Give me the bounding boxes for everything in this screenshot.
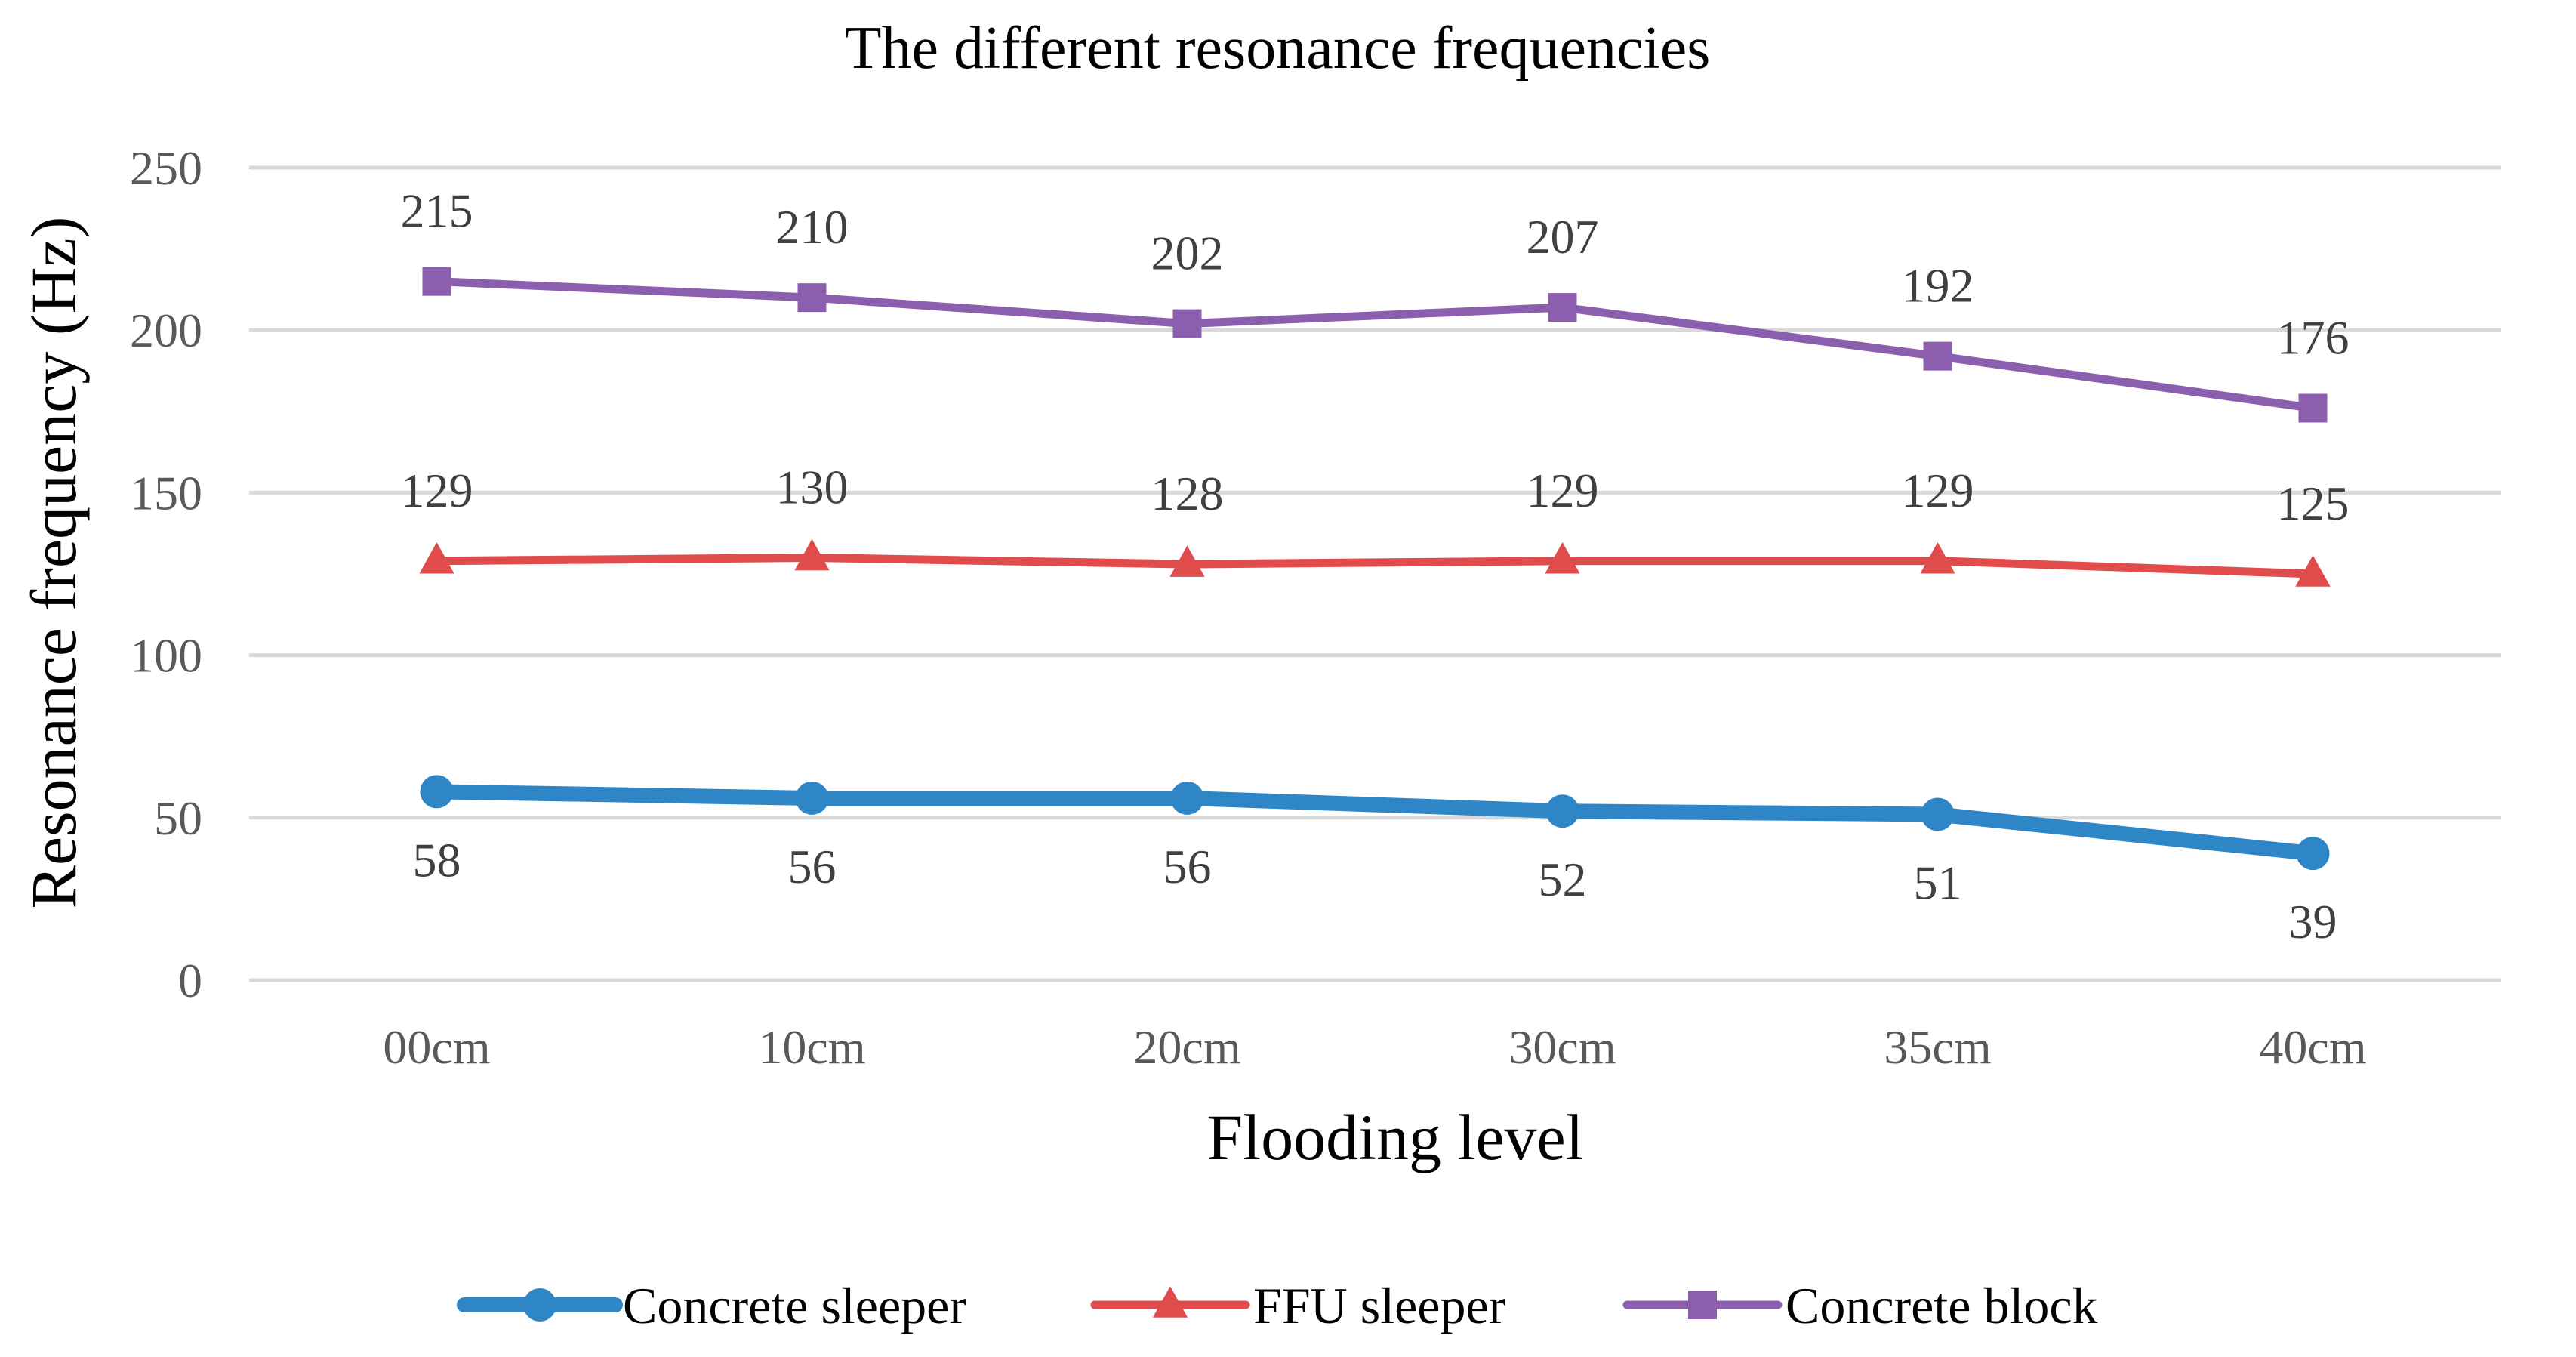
legend-swatch-marker <box>1152 1286 1188 1318</box>
data-point-ffu-sleeper[interactable] <box>419 542 454 574</box>
series-line-concrete-block[interactable] <box>433 277 2317 412</box>
x-tick-label: 35cm <box>1884 1020 1991 1074</box>
data-point-ffu-sleeper[interactable] <box>1545 542 1580 574</box>
series-concrete-sleeper <box>420 775 2330 871</box>
data-label-concrete-sleeper: 58 <box>413 833 461 887</box>
legend-item-concrete-sleeper[interactable]: Concrete sleeper <box>457 1277 966 1334</box>
legend-swatch-marker <box>1688 1291 1717 1319</box>
y-tick-label: 250 <box>130 141 202 195</box>
data-labels: 58 56 56 52 51 39 129 130 128 129 129 125 215 210 202 2… <box>401 184 2350 949</box>
data-point-concrete-block[interactable] <box>797 283 827 313</box>
chart-title: The different resonance frequencies <box>845 15 1711 82</box>
data-point-concrete-block[interactable] <box>422 267 451 296</box>
series-line-ffu-sleeper[interactable] <box>433 553 2317 578</box>
data-label-concrete-sleeper: 56 <box>1163 840 1212 893</box>
legend-swatch-marker <box>523 1288 556 1322</box>
data-point-concrete-block[interactable] <box>1923 341 1952 371</box>
y-tick-label: 150 <box>130 466 202 520</box>
x-tick-label: 00cm <box>383 1020 490 1074</box>
series-ffu-sleeper <box>419 538 2331 587</box>
x-axis-label: Flooding level <box>1206 1101 1583 1173</box>
data-label-concrete-sleeper: 39 <box>2289 895 2337 948</box>
data-label-concrete-block: 176 <box>2277 310 2350 364</box>
gridlines <box>249 165 2501 982</box>
y-tick-label: 0 <box>178 954 202 1007</box>
data-point-ffu-sleeper[interactable] <box>794 538 830 571</box>
data-label-concrete-block: 210 <box>776 200 849 254</box>
data-point-ffu-sleeper[interactable] <box>2295 555 2331 587</box>
data-label-concrete-block: 215 <box>401 184 473 238</box>
data-point-concrete-sleeper[interactable] <box>1921 797 1955 831</box>
data-label-ffu-sleeper: 125 <box>2277 476 2350 530</box>
x-tick-label: 10cm <box>758 1020 865 1074</box>
x-axis-ticks: 00cm 10cm 20cm 30cm 35cm 40cm <box>383 1020 2366 1074</box>
data-label-ffu-sleeper: 129 <box>1527 464 1599 517</box>
series-line-concrete-sleeper[interactable] <box>429 784 2321 862</box>
data-point-concrete-block[interactable] <box>1172 309 1202 338</box>
legend[interactable]: Concrete sleeper FFU sleeper Concrete bloc… <box>457 1277 2098 1334</box>
data-label-ffu-sleeper: 129 <box>1902 464 1974 517</box>
data-point-concrete-sleeper[interactable] <box>1170 781 1204 815</box>
legend-label: Concrete sleeper <box>623 1277 966 1334</box>
y-tick-label: 50 <box>154 791 202 845</box>
y-tick-label: 100 <box>130 629 202 683</box>
data-point-concrete-sleeper[interactable] <box>420 775 454 809</box>
data-label-concrete-block: 192 <box>1902 259 1974 313</box>
data-label-concrete-sleeper: 51 <box>1914 856 1962 909</box>
data-point-concrete-block[interactable] <box>1548 293 1577 322</box>
legend-label: FFU sleeper <box>1253 1277 1506 1334</box>
data-label-concrete-block: 207 <box>1527 210 1599 264</box>
data-label-ffu-sleeper: 129 <box>401 464 473 517</box>
data-point-concrete-block[interactable] <box>2298 393 2328 423</box>
y-tick-label: 200 <box>130 304 202 357</box>
data-point-concrete-sleeper[interactable] <box>1545 794 1579 828</box>
data-point-ffu-sleeper[interactable] <box>1920 542 1955 574</box>
data-point-ffu-sleeper[interactable] <box>1169 545 1205 577</box>
y-axis-ticks: 0 50 100 150 200 250 <box>130 141 202 1007</box>
x-tick-label: 40cm <box>2259 1020 2366 1074</box>
data-label-concrete-block: 202 <box>1151 227 1224 280</box>
data-point-concrete-sleeper[interactable] <box>2296 837 2330 871</box>
legend-item-concrete-block[interactable]: Concrete block <box>1622 1277 2098 1334</box>
y-axis-label: Resonance frequency (Hz) <box>17 217 90 909</box>
data-label-ffu-sleeper: 130 <box>776 460 849 514</box>
series-concrete-block <box>422 267 2328 423</box>
legend-item-ffu-sleeper[interactable]: FFU sleeper <box>1090 1277 1506 1334</box>
x-tick-label: 30cm <box>1508 1020 1616 1074</box>
data-label-concrete-sleeper: 52 <box>1539 853 1587 906</box>
x-tick-label: 20cm <box>1133 1020 1240 1074</box>
data-label-concrete-sleeper: 56 <box>788 840 837 893</box>
series-layer <box>419 267 2331 871</box>
legend-label: Concrete block <box>1786 1277 2098 1334</box>
data-label-ffu-sleeper: 128 <box>1151 467 1224 520</box>
data-point-concrete-sleeper[interactable] <box>795 781 829 815</box>
